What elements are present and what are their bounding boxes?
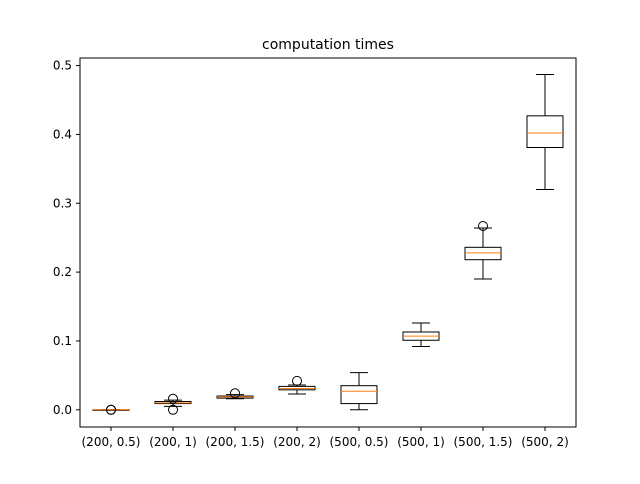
iqr-box	[526, 115, 564, 148]
y-tick-label: 0.0	[53, 403, 72, 417]
x-tick-label: (500, 1.5)	[454, 435, 513, 449]
x-tick-label: (200, 2)	[273, 435, 321, 449]
x-tick-label: (200, 0.5)	[82, 435, 141, 449]
y-tick-label: 0.2	[53, 265, 72, 279]
y-tick-label: 0.5	[53, 59, 72, 73]
outlier-point	[230, 388, 240, 399]
axes-frame	[79, 57, 577, 428]
outlier-point	[478, 220, 488, 231]
outlier-point	[168, 404, 178, 415]
outlier-point	[292, 375, 302, 386]
y-tick-label: 0.1	[53, 334, 72, 348]
x-tick-label: (200, 1)	[149, 435, 197, 449]
iqr-box	[464, 246, 502, 261]
outlier-point	[106, 404, 116, 415]
x-tick-label: (500, 0.5)	[330, 435, 389, 449]
x-tick-label: (200, 1.5)	[206, 435, 265, 449]
outlier-point	[168, 393, 178, 404]
plot-area: 0.0 0.1 0.2 0.3 0.4 0.5 (200, 0.5) (200, 1) (200…	[53, 59, 569, 449]
iqr-box	[340, 385, 378, 405]
x-tick-label: (500, 1)	[397, 435, 445, 449]
x-tick-label: (500, 2)	[521, 435, 569, 449]
chart-title: computation times	[262, 37, 394, 53]
y-tick-label: 0.3	[53, 196, 72, 210]
y-tick-label: 0.4	[53, 127, 72, 141]
